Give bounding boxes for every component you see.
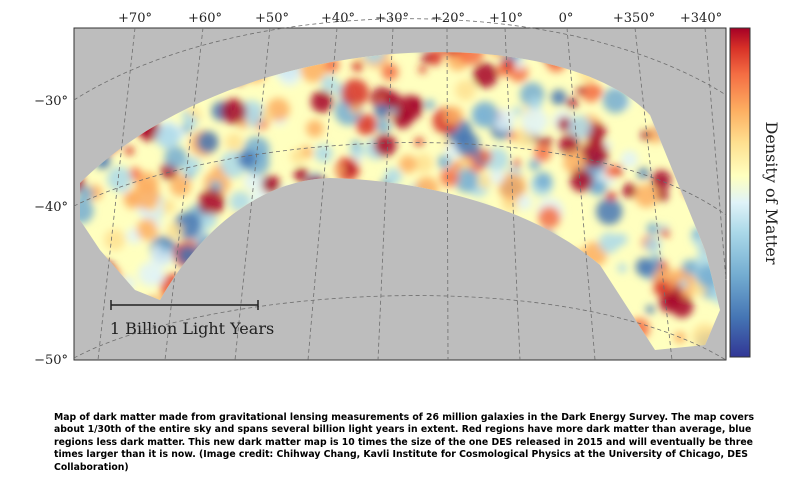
dec-label: −40° — [34, 200, 68, 215]
ra-label: +60° — [188, 11, 222, 26]
ra-label: +30° — [375, 11, 409, 26]
colorbar — [729, 27, 751, 358]
dec-axis-labels: −30° −40° −50° — [34, 94, 68, 368]
ra-label: +340° — [680, 11, 722, 26]
ra-label: +20° — [431, 11, 465, 26]
scale-bar: 1 Billion Light Years — [110, 300, 274, 338]
dark-matter-map-figure: +70° +60° +50° +40° +30° +20° +10° 0° +3… — [34, 11, 781, 368]
colorbar-label: Density of Matter — [762, 121, 781, 264]
ra-label: +70° — [118, 11, 152, 26]
dec-label: −30° — [34, 94, 68, 109]
figure-caption: Map of dark matter made from gravitation… — [54, 412, 754, 473]
ra-label: 0° — [559, 11, 574, 26]
ra-label: +50° — [255, 11, 289, 26]
ra-axis-labels: +70° +60° +50° +40° +30° +20° +10° 0° +3… — [118, 11, 722, 26]
dec-label: −50° — [34, 353, 68, 368]
scale-bar-label: 1 Billion Light Years — [110, 319, 274, 338]
coordinate-grid — [73, 18, 727, 361]
ra-label: +40° — [321, 11, 355, 26]
ra-label: +350° — [613, 11, 655, 26]
ra-label: +10° — [489, 11, 523, 26]
